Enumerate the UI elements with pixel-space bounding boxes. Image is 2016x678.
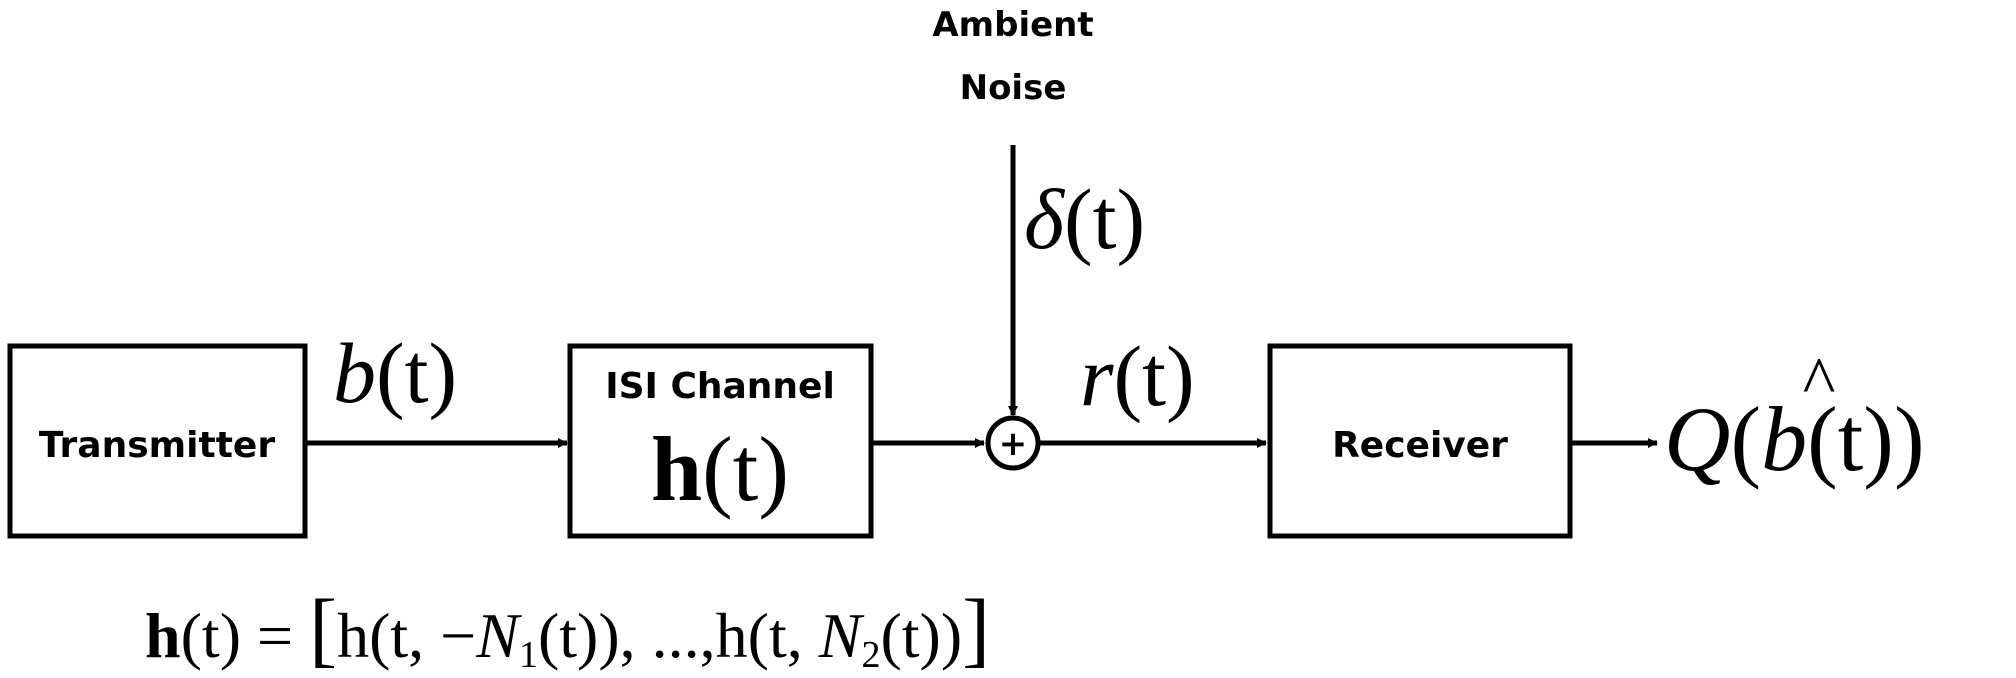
equation-term2-suffix: (t)) — [880, 600, 962, 671]
noise-arg: (t) — [1064, 171, 1145, 267]
channel-equation: h(t) = [h(t, −N1(t)), ...,h(t, N2(t))] — [145, 583, 990, 676]
output-b-symbol: b — [1761, 388, 1807, 490]
equation-term1-sub: 1 — [519, 634, 538, 676]
signal-r-symbol: r — [1080, 328, 1114, 424]
channel-block — [567, 343, 874, 539]
equation-term2-n: N — [818, 600, 865, 671]
receiver-block — [1267, 343, 1573, 539]
output-inner-arg: (t) — [1807, 388, 1894, 490]
equation-term1-suffix: (t)), ...,h(t, — [538, 600, 819, 671]
transmitter-label: Transmitter — [39, 425, 275, 466]
equation-term1-n: N — [475, 600, 522, 671]
equation-term1-prefix: h(t, − — [337, 600, 476, 671]
output-open-paren: ( — [1730, 388, 1761, 490]
equation-term2-sub: 2 — [861, 634, 880, 676]
noise-symbol-label: δ(t) — [1024, 171, 1145, 267]
noise-symbol: δ — [1024, 171, 1066, 267]
signal-r-label: r(t) — [1080, 328, 1195, 424]
channel-arg: (t) — [702, 418, 789, 520]
channel-symbol-label: h(t) — [651, 418, 789, 520]
output-q-symbol: Q — [1664, 388, 1730, 490]
output-hat: ^ — [1803, 344, 1836, 421]
noise-label-line2: Noise — [960, 68, 1067, 108]
channel-label: ISI Channel — [605, 366, 835, 407]
equation-bracket-close: ] — [962, 583, 990, 676]
signal-b-label: b(t) — [333, 325, 457, 421]
equation-lhs-arg: (t) = — [181, 600, 310, 671]
equation-lhs-symbol: h — [145, 600, 181, 671]
adder-symbol: + — [999, 424, 1028, 464]
channel-symbol: h — [651, 418, 702, 520]
noise-label-line1: Ambient — [932, 5, 1093, 45]
signal-b-symbol: b — [333, 325, 376, 421]
signal-r-arg: (t) — [1113, 328, 1194, 424]
output-close-paren: ) — [1894, 388, 1925, 490]
signal-b-arg: (t) — [376, 325, 457, 421]
receiver-label: Receiver — [1332, 425, 1508, 466]
output-label: Q(b(t)) — [1664, 388, 1925, 490]
equation-bracket-open: [ — [309, 583, 337, 676]
